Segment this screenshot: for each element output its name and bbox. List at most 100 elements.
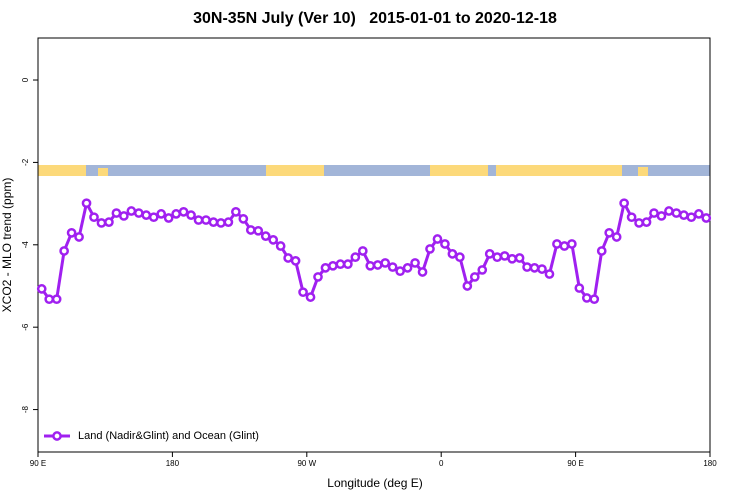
y-tick-label: 0	[21, 77, 30, 82]
data-point	[626, 212, 637, 223]
data-point	[178, 206, 189, 217]
data-point	[522, 262, 532, 272]
data-point	[51, 294, 62, 305]
land-band	[430, 165, 488, 176]
data-point	[455, 252, 465, 263]
data-point	[298, 287, 308, 298]
y-tick-label: -6	[21, 323, 30, 331]
data-point	[193, 215, 204, 225]
data-point	[477, 265, 488, 275]
data-point	[313, 272, 323, 282]
data-point	[701, 213, 712, 223]
data-point	[96, 218, 107, 228]
data-point	[634, 218, 644, 228]
data-point	[537, 264, 547, 274]
data-point	[559, 241, 570, 251]
data-point	[171, 209, 181, 219]
data-point	[664, 206, 674, 216]
data-point	[216, 218, 226, 228]
data-point	[507, 253, 517, 264]
data-point	[201, 215, 211, 225]
data-point	[611, 232, 622, 242]
land-band	[496, 165, 622, 176]
data-point	[74, 232, 84, 242]
data-point	[641, 217, 652, 227]
data-point	[484, 249, 495, 259]
data-point	[552, 239, 562, 249]
data-point	[604, 227, 615, 238]
data-point	[589, 294, 600, 305]
data-point	[275, 241, 286, 251]
series-line	[40, 198, 707, 301]
data-point	[208, 217, 219, 227]
data-point	[320, 263, 331, 273]
data-point	[305, 292, 316, 302]
data-point	[387, 262, 398, 272]
data-point	[111, 208, 122, 218]
data-point	[148, 212, 159, 223]
ocean-band	[38, 165, 710, 176]
data-point	[104, 217, 114, 227]
data-point	[649, 208, 659, 218]
data-point	[693, 209, 704, 219]
data-point	[66, 227, 77, 238]
data-point	[372, 260, 383, 270]
data-point	[425, 244, 435, 254]
data-point	[499, 251, 510, 261]
x-tick-label: 90 E	[30, 459, 46, 468]
data-point	[283, 253, 293, 263]
land-band	[638, 167, 648, 176]
x-tick-label: 0	[439, 459, 444, 468]
x-tick-label: 90 E	[567, 459, 583, 468]
legend-marker	[52, 431, 62, 441]
data-point	[619, 198, 629, 209]
data-point	[126, 206, 137, 216]
data-point	[223, 217, 234, 227]
data-point	[402, 263, 413, 273]
data-point	[290, 256, 301, 266]
data-point	[238, 213, 249, 224]
data-point	[350, 252, 361, 263]
data-point	[343, 259, 353, 270]
data-point	[514, 253, 525, 263]
x-tick-label: 90 W	[297, 459, 316, 468]
data-point	[447, 249, 458, 259]
data-point	[335, 259, 346, 270]
data-point	[119, 211, 129, 221]
data-point	[44, 294, 55, 305]
data-point	[328, 260, 338, 271]
data-point	[440, 239, 450, 249]
data-point	[567, 239, 577, 249]
data-point	[253, 225, 264, 236]
y-tick-label: -8	[21, 405, 30, 413]
chart-title: 30N-35N July (Ver 10) 2015-01-01 to 2020…	[193, 10, 557, 27]
y-axis-label: XCO2 - MLO trend (ppm)	[0, 178, 14, 313]
data-point	[89, 212, 99, 223]
data-point	[492, 252, 503, 263]
data-point	[380, 258, 391, 268]
data-point	[671, 208, 682, 218]
data-point	[141, 210, 152, 220]
data-point	[432, 234, 443, 244]
plot-frame	[37, 37, 711, 453]
data-point	[679, 210, 689, 220]
x-tick-label: 180	[166, 459, 180, 468]
data-point	[81, 198, 92, 209]
y-tick-label: -4	[21, 241, 30, 249]
data-point	[133, 208, 144, 218]
data-point	[245, 225, 256, 235]
land-band	[38, 165, 86, 176]
data-point	[357, 246, 368, 256]
data-point	[596, 246, 607, 256]
data-point	[260, 231, 271, 241]
data-point	[462, 281, 473, 291]
land-band	[98, 168, 108, 176]
data-point	[365, 260, 376, 271]
data-point	[395, 266, 405, 277]
data-point	[410, 258, 420, 268]
land-ocean-strip	[38, 165, 710, 176]
data-point	[268, 235, 279, 245]
data-point	[163, 213, 174, 223]
